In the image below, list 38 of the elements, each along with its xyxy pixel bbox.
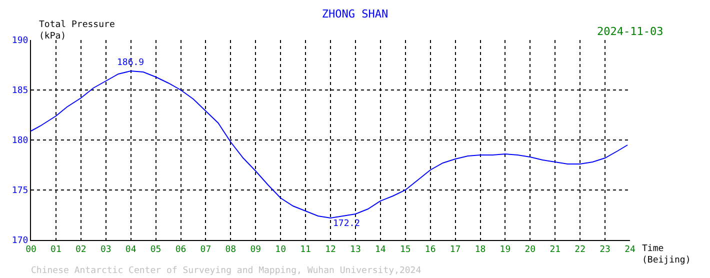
x-axis-title: Time (Beijing)	[642, 244, 691, 266]
x-tick-label: 17	[450, 244, 461, 255]
x-tick-label: 01	[50, 244, 62, 255]
x-tick-label: 00	[26, 244, 36, 255]
annotation: 186.9	[117, 58, 144, 68]
x-tick-label: 10	[275, 244, 286, 255]
y-tick-label: 175	[12, 186, 28, 196]
y-axis-title: Total Pressure (kPa)	[39, 20, 115, 42]
x-tick-label: 03	[100, 244, 112, 255]
chart-title: ZHONG SHAN	[322, 8, 388, 21]
x-tick-label: 04	[125, 244, 136, 255]
x-tick-label: 20	[524, 244, 536, 255]
text: 2024-11-03	[597, 25, 664, 38]
y-tick-label: 185	[12, 86, 28, 96]
x-tick-label: 24	[624, 244, 636, 255]
x-tick-label: 19	[500, 244, 511, 255]
annotation: 172.2	[333, 219, 360, 229]
x-tick-label: 02	[76, 244, 86, 255]
x-tick-label: 09	[250, 244, 262, 255]
x-tick-label: 21	[550, 244, 561, 255]
x-tick-label: 14	[375, 244, 386, 255]
x-tick-label: 16	[424, 244, 436, 255]
x-tick-label: 07	[200, 244, 212, 255]
x-tick-label: 18	[474, 244, 486, 255]
y-tick-label: 180	[12, 136, 28, 146]
x-tick-label: 05	[150, 244, 162, 255]
x-tick-label: 22	[574, 244, 586, 255]
x-tick-label: 12	[325, 244, 336, 255]
y-tick-label: 170	[12, 236, 28, 246]
x-tick-label: 06	[175, 244, 186, 255]
x-tick-label: 23	[600, 244, 610, 255]
line-series	[31, 70, 628, 218]
x-tick-label: 11	[300, 244, 311, 255]
x-tick-label: 13	[350, 244, 361, 255]
x-tick-label: 15	[400, 244, 411, 255]
x-tick-label: 08	[225, 244, 236, 255]
y-tick-label: 190	[12, 36, 28, 46]
text: Chinese Antarctic Center of Surveying and Mapping, Wuhan University,2024	[31, 266, 422, 276]
